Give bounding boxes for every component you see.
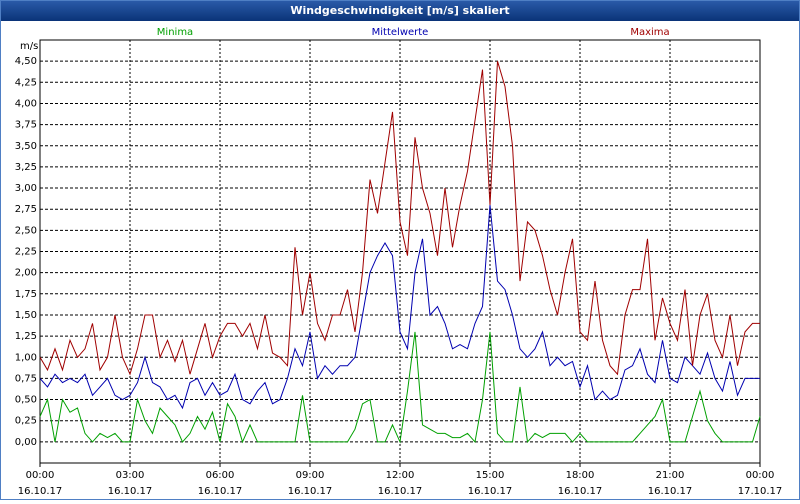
x-tick-date: 16.10.17 [198,486,243,497]
x-tick-label: 15:00 [476,470,505,481]
legend-entry: Mittelwerte [372,27,429,38]
y-tick-label: 0,00 [15,437,37,448]
y-tick-label: 3,50 [15,141,37,152]
chart-title: Windgeschwindigkeit [m/s] skaliert [290,4,509,17]
y-tick-label: 3,75 [15,120,37,131]
y-tick-label: 4,25 [15,77,37,88]
x-tick-date: 16.10.17 [18,486,63,497]
y-tick-label: 2,50 [15,225,37,236]
y-tick-label: 0,75 [15,373,37,384]
x-tick-date: 16.10.17 [558,486,603,497]
data-line [39,331,761,444]
y-tick-label: 2,25 [15,247,37,258]
title-bar [1,1,799,21]
x-tick-date: 16.10.17 [468,486,513,497]
data-line [39,61,760,376]
y-tick-label: 3,25 [15,162,37,173]
y-tick-label: 0,25 [15,416,37,427]
x-tick-label: 12:00 [386,470,415,481]
y-tick-label: 1,50 [15,310,37,321]
y-tick-label: 1,75 [15,289,37,300]
x-tick-date: 16.10.17 [108,486,153,497]
x-tick-label: 09:00 [296,470,325,481]
x-tick-date: 16.10.17 [378,486,423,497]
y-tick-label: 3,00 [15,183,37,194]
legend-entry: Maxima [630,27,669,38]
y-tick-label: 4,00 [15,98,37,109]
x-tick-date: 16.10.17 [288,486,333,497]
data-line [39,204,760,410]
y-tick-label: 1,00 [15,352,37,363]
x-tick-label: 18:00 [566,470,595,481]
y-tick-label: 2,00 [15,268,37,279]
x-tick-label: 21:00 [656,470,685,481]
y-tick-label: 0,50 [15,395,37,406]
y-tick-label: 1,25 [15,331,37,342]
y-tick-label: 4,50 [15,56,37,67]
x-tick-date: 16.10.17 [648,486,693,497]
x-tick-label: 03:00 [116,470,145,481]
x-tick-label: 00:00 [746,470,775,481]
x-tick-label: 06:00 [206,470,235,481]
x-tick-date: 17.10.17 [738,486,783,497]
y-tick-label: 2,75 [15,204,37,215]
x-tick-label: 00:00 [26,470,55,481]
y-axis-label: m/s [20,41,38,52]
legend-entry: Minima [157,27,193,38]
